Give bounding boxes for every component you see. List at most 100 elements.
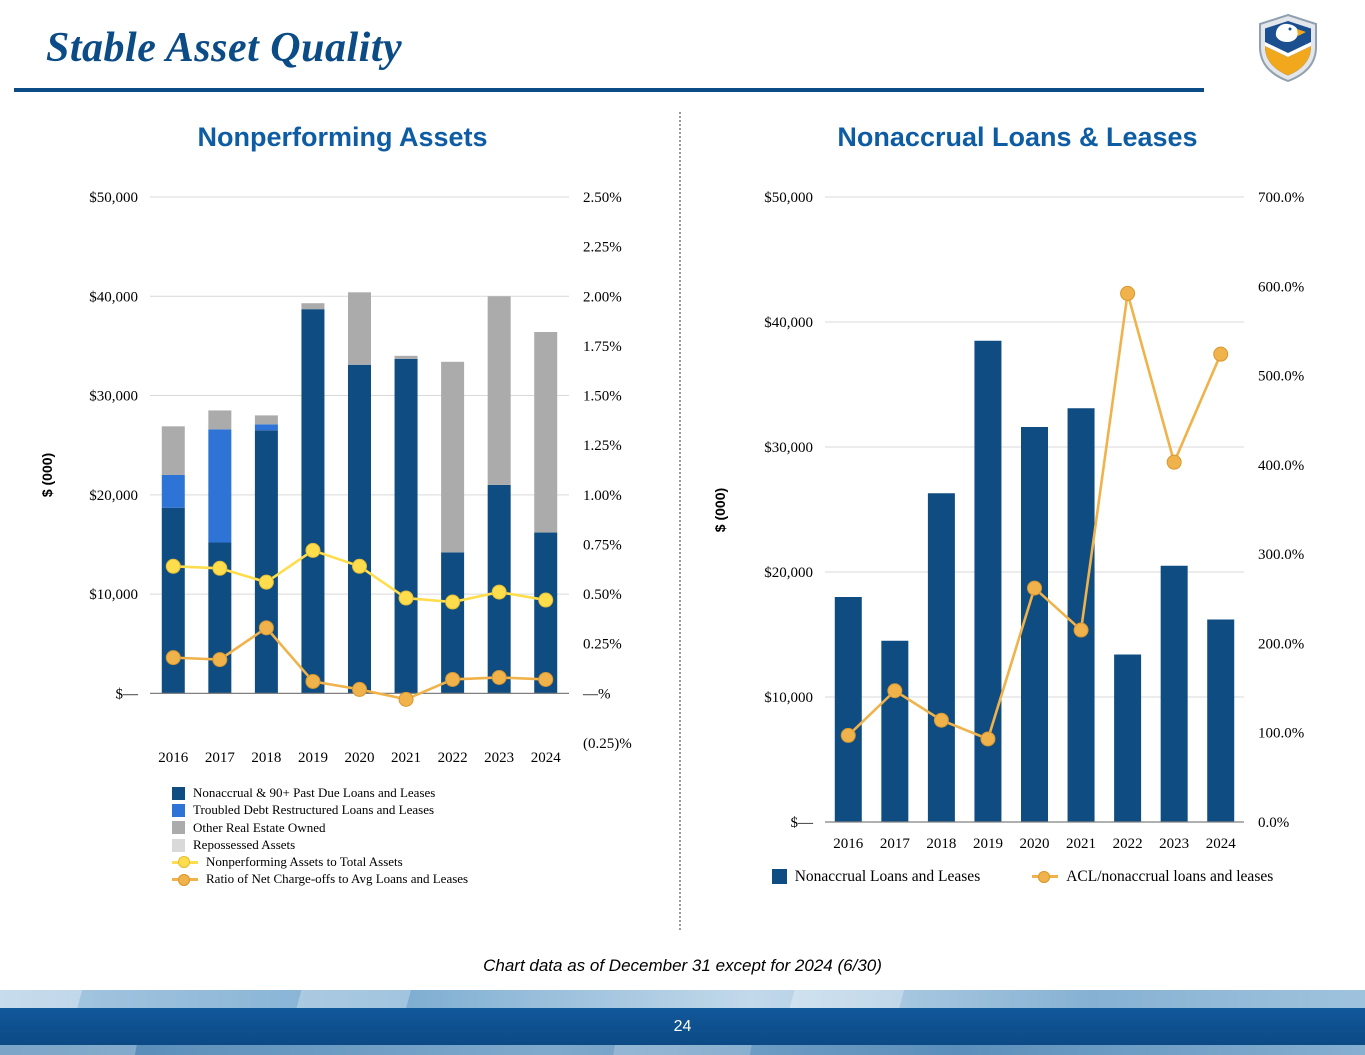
legend-nonperforming: Nonaccrual & 90+ Past Due Loans and Leas… [172,785,468,887]
chart-svg-nonperforming: $50,000 $40,000 $30,000 $20,000 $10,000 $— 2.5… [39,190,632,766]
svg-text:500.0%: 500.0% [1258,369,1304,385]
legend-line-marker [1032,870,1059,884]
svg-text:2019: 2019 [973,836,1003,852]
svg-text:1.50%: 1.50% [583,389,622,405]
line-marker [933,712,949,728]
legend-item: Troubled Debt Restructured Loans and Lea… [172,802,468,817]
svg-text:2016: 2016 [833,836,864,852]
line-series-0 [165,542,554,610]
svg-text:2023: 2023 [1159,836,1189,852]
bar [1207,619,1235,822]
line-marker [840,727,856,743]
bar [161,474,185,508]
svg-text:100.0%: 100.0% [1258,726,1304,742]
line-marker [1213,346,1229,362]
legend-item: Nonperforming Assets to Total Assets [172,854,468,870]
legend-item: Nonaccrual & 90+ Past Due Loans and Leas… [172,785,468,800]
footer-band: 24 [0,990,1365,1055]
eagle-head [1275,23,1299,42]
svg-text:$40,000: $40,000 [764,315,813,331]
svg-text:200.0%: 200.0% [1258,636,1304,652]
bar-series-0 [834,340,1235,822]
footer-band-bottom [0,1045,1365,1055]
shield-chevron [1265,42,1311,57]
svg-text:0.0%: 0.0% [1258,815,1289,831]
svg-text:$—: $— [116,686,140,702]
legend-swatch [172,838,185,852]
y-axis-right-labels: 700.0% 600.0% 500.0% 400.0% 300.0% 200.0% 100.… [1258,190,1304,831]
svg-text:0.25%: 0.25% [583,637,622,653]
svg-text:2017: 2017 [880,836,911,852]
svg-text:$50,000: $50,000 [89,190,138,206]
legend-line-marker [172,855,198,869]
page-title: Stable Asset Quality [46,25,403,71]
legend-label: Repossessed Assets [193,836,296,852]
legend-item: Other Real Estate Owned [172,820,468,835]
bar [208,429,232,543]
svg-text:$40,000: $40,000 [89,289,138,305]
svg-text:2023: 2023 [484,750,514,766]
x-axis-labels: 2016 2017 2018 2019 2020 2021 2022 2023 2024 [833,836,1236,852]
line-marker [352,681,367,697]
legend-label: Nonperforming Assets to Total Assets [206,854,403,870]
line-marker [305,542,321,558]
svg-text:2018: 2018 [926,836,956,852]
bar [1067,408,1095,822]
bar [254,415,278,425]
legend-swatch [172,821,185,835]
page-number: 24 [673,1017,692,1035]
svg-text:$10,000: $10,000 [89,587,138,603]
line-series-1 [165,620,554,707]
legend-item: ACL/nonaccrual loans and leases [1032,868,1273,885]
legend-swatch [771,869,787,885]
y-axis-left-labels: $50,000 $40,000 $30,000 $20,000 $10,000 $— [764,190,814,831]
line-series-0 [840,285,1229,747]
bar-series-2 [161,292,558,553]
svg-text:(0.25)%: (0.25)% [583,736,632,752]
line-marker [1120,285,1136,301]
svg-text:2020: 2020 [345,750,375,766]
line-marker [398,590,414,606]
svg-text:0.75%: 0.75% [583,537,622,553]
bar [974,340,1002,822]
line-marker [445,671,461,687]
bar [881,640,909,822]
bar [301,303,325,310]
legend-item: Repossessed Assets [172,836,468,852]
svg-text:$30,000: $30,000 [89,389,138,405]
bar [254,430,278,694]
svg-text:1.75%: 1.75% [583,339,622,355]
chart-title-nonperforming: Nonperforming Assets [197,122,488,152]
svg-text:2016: 2016 [158,750,189,766]
line-marker [538,592,554,608]
bar [534,532,558,694]
line-marker [887,683,903,699]
line-marker [258,620,274,636]
footnote: Chart data as of December 31 except for … [483,956,882,975]
svg-text:—%: —% [582,686,611,702]
legend-nonaccrual: Nonaccrual Loans and Leases ACL/nonaccrua… [700,868,1345,885]
svg-text:2021: 2021 [391,750,421,766]
footer-band-top [0,990,1365,1008]
footer-band-middle: 24 [0,1008,1365,1045]
svg-text:$20,000: $20,000 [89,488,138,504]
bar [161,507,185,694]
eagle-beak [1297,29,1306,36]
svg-text:$50,000: $50,000 [764,190,813,206]
svg-text:2024: 2024 [531,750,562,766]
legend-line-marker [172,873,198,887]
bar [487,296,511,485]
svg-text:$30,000: $30,000 [764,440,813,456]
svg-text:$20,000: $20,000 [764,565,813,581]
svg-text:2017: 2017 [205,750,236,766]
eagle-shield-logo [1259,13,1317,83]
line-marker [352,558,367,574]
svg-text:2022: 2022 [438,750,468,766]
bar [254,424,278,431]
legend-swatch [172,803,185,817]
svg-text:400.0%: 400.0% [1258,458,1304,474]
svg-text:2021: 2021 [1066,836,1096,852]
bar [1021,427,1048,822]
line-marker [305,673,321,689]
